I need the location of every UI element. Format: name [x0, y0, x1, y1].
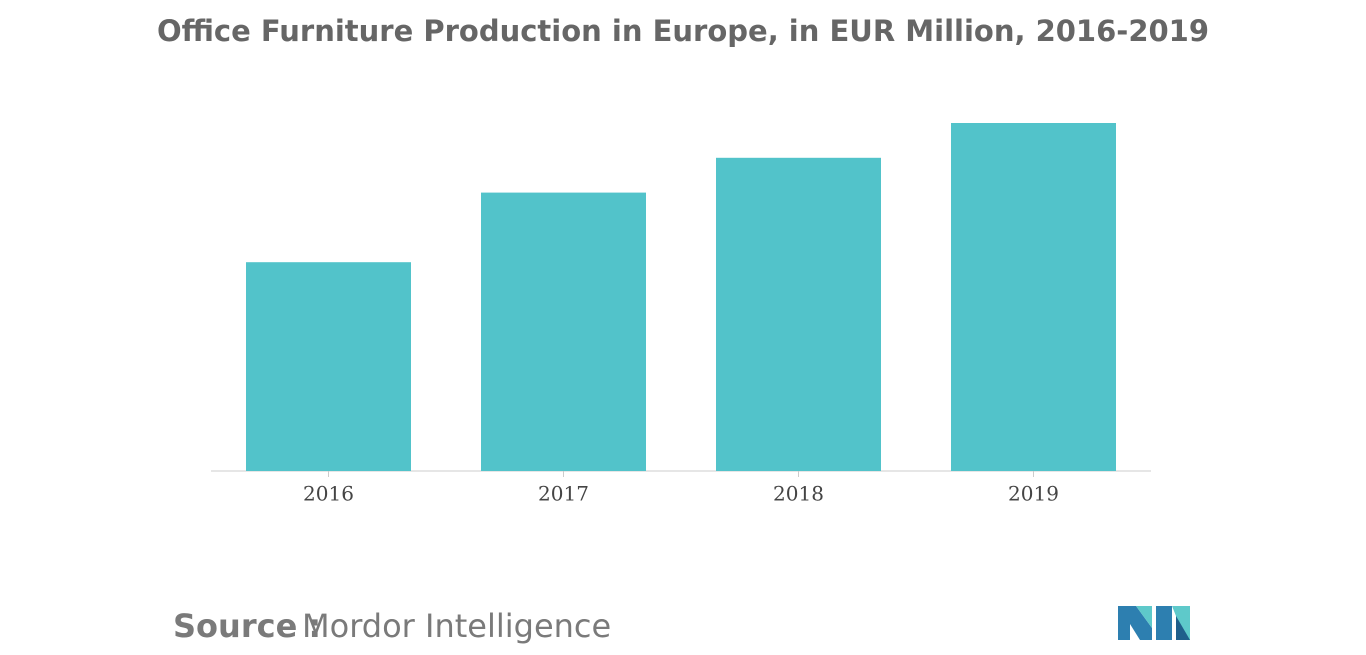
x-tick-label: 2018 — [773, 482, 824, 506]
bar — [951, 123, 1116, 471]
bar — [246, 262, 411, 471]
x-tick-label: 2016 — [303, 482, 354, 506]
x-tick-label: 2017 — [538, 482, 589, 506]
source: Mordor Intelligence — [302, 607, 611, 645]
source-label: Source : — [173, 607, 321, 645]
logo — [1118, 606, 1190, 640]
bar — [716, 157, 881, 472]
bar — [481, 192, 646, 471]
x-tick-label: 2019 — [1008, 482, 1059, 506]
chart-title: Office Furniture Production in Europe, i… — [157, 14, 1209, 48]
